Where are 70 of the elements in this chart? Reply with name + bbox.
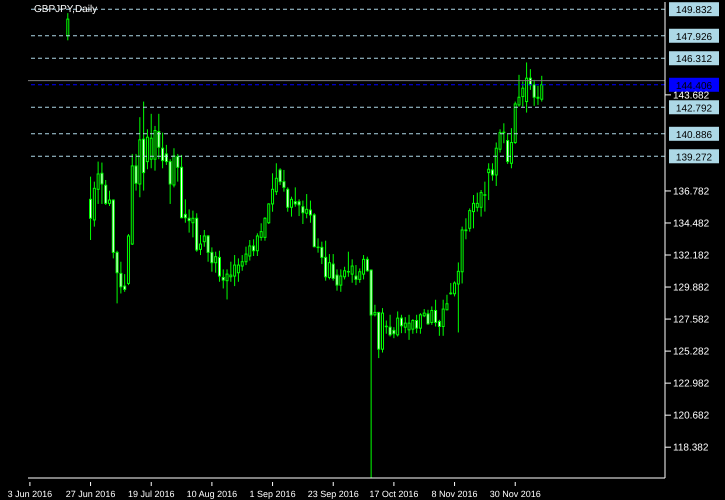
candlestick	[328, 254, 331, 280]
candlestick	[236, 258, 240, 282]
candlestick	[480, 190, 483, 218]
y-tick-label: 127.582	[673, 314, 710, 326]
candlestick	[415, 314, 418, 334]
candlestick	[442, 299, 445, 336]
candlestick	[400, 314, 403, 334]
candlestick	[248, 240, 252, 262]
candlestick	[222, 268, 225, 289]
ref-line-label: 146.312	[676, 54, 713, 66]
y-tick-label: 118.382	[673, 442, 709, 454]
candlestick	[411, 318, 414, 334]
x-tick-label: 3 Jun 2016	[8, 489, 52, 499]
candlestick	[476, 192, 479, 212]
candlestick	[150, 113, 153, 169]
x-tick-label: 23 Sep 2016	[308, 489, 359, 499]
ref-line-label: 144.406	[676, 80, 713, 92]
candlestick	[487, 162, 490, 201]
candlestick	[434, 299, 438, 327]
candlestick	[404, 316, 407, 334]
candlestick	[521, 81, 524, 108]
x-tick-label: 8 Nov 2016	[432, 489, 478, 499]
y-tick-label: 132.182	[673, 250, 710, 262]
chart-title: GBPJPY,Daily	[34, 4, 98, 15]
candlestick	[396, 310, 400, 338]
candlestick	[294, 186, 297, 208]
candlestick	[536, 85, 540, 106]
candlestick	[332, 254, 335, 282]
candlestick	[540, 75, 544, 102]
candlestick	[66, 12, 70, 41]
ref-line-label: 149.832	[676, 5, 713, 16]
candlestick	[233, 254, 236, 287]
candlestick	[418, 312, 422, 334]
x-tick-label: 27 Jun 2016	[66, 489, 116, 499]
candlestick	[324, 240, 328, 282]
ref-line-label: 142.792	[676, 103, 713, 114]
x-tick-label: 1 Sep 2016	[250, 489, 296, 499]
x-tick-label: 17 Oct 2016	[369, 489, 418, 499]
candlestick	[430, 306, 434, 326]
candlestick	[339, 268, 342, 292]
candlestick	[362, 254, 366, 280]
ref-line-label: 140.886	[676, 130, 713, 141]
y-tick-label: 122.982	[673, 378, 710, 390]
candlestick	[100, 162, 104, 204]
candlestick	[244, 246, 248, 266]
candlestick	[354, 264, 358, 286]
ref-line-label: 147.926	[676, 32, 713, 43]
y-tick-label: 129.882	[673, 282, 710, 294]
candlestick	[252, 238, 256, 257]
y-tick-label: 136.782	[673, 186, 710, 198]
candlestick	[119, 261, 122, 294]
candlestick	[226, 268, 229, 300]
candlestick	[408, 314, 411, 340]
candlestick	[89, 176, 92, 240]
candlestick	[426, 309, 430, 326]
y-tick-label: 125.282	[673, 346, 710, 358]
x-tick-label: 30 Nov 2016	[490, 489, 541, 499]
candlestick	[218, 250, 221, 282]
x-tick-label: 19 Jul 2016	[128, 489, 175, 499]
candlestick	[472, 194, 476, 229]
candlestick	[346, 251, 350, 278]
y-tick-label: 143.682	[673, 90, 710, 102]
candlestick	[388, 314, 392, 338]
y-tick-label: 134.482	[673, 218, 710, 230]
candlestick	[525, 62, 528, 114]
candlestick	[214, 251, 218, 274]
y-tick-label: 120.682	[673, 410, 710, 422]
ref-line-label: 139.272	[676, 152, 713, 164]
x-tick-label: 10 Aug 2016	[186, 489, 238, 499]
candlestick	[206, 234, 210, 262]
